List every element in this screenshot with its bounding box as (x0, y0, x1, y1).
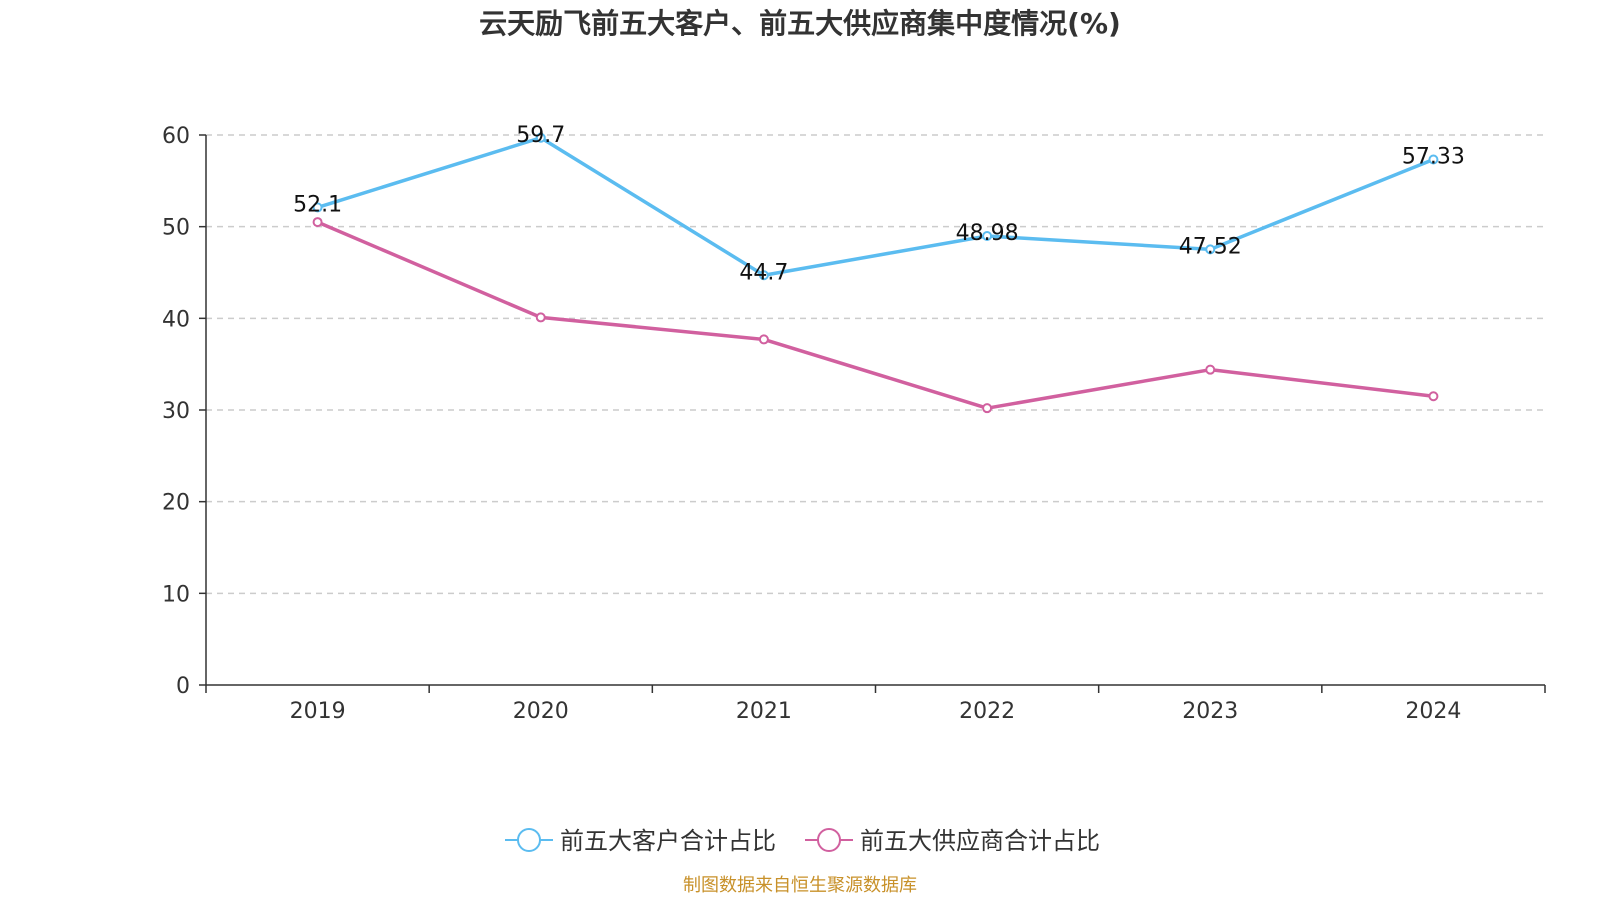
data-point[interactable] (535, 132, 546, 143)
legend-item[interactable]: 前五大供应商合计占比 (805, 827, 1100, 855)
data-point[interactable] (312, 202, 323, 213)
data-point[interactable] (312, 217, 323, 228)
x-tick-label: 2024 (1405, 699, 1461, 724)
y-tick-label: 50 (162, 216, 190, 241)
chart-title: 云天励飞前五大客户、前五大供应商集中度情况(%) (479, 7, 1121, 40)
data-point[interactable] (1428, 154, 1439, 165)
legend-marker (517, 828, 541, 852)
data-point[interactable] (1205, 244, 1216, 255)
x-tick-label: 2022 (959, 699, 1015, 724)
data-point[interactable] (758, 270, 769, 281)
legend-label: 前五大客户合计占比 (560, 827, 776, 855)
data-point[interactable] (982, 231, 993, 242)
x-tick-label: 2023 (1182, 699, 1238, 724)
data-point[interactable] (535, 312, 546, 323)
data-label: 48.98 (956, 221, 1019, 246)
data-point[interactable] (1205, 364, 1216, 375)
x-tick-label: 2021 (736, 699, 792, 724)
x-tick-label: 2019 (290, 699, 346, 724)
y-tick-label: 0 (176, 674, 190, 699)
series-line (317, 136, 1435, 277)
y-tick-label: 30 (162, 399, 190, 424)
grid-lines (206, 134, 1545, 595)
x-tick-label: 2020 (513, 699, 569, 724)
series-group: 52.1 59.7 44.7 48.98 47.52 57.33 (293, 123, 1465, 414)
y-tick-label: 10 (162, 582, 190, 607)
data-label: 52.1 (293, 192, 342, 217)
y-axis-ticks: 0 10 20 30 40 50 60 (162, 124, 206, 699)
x-axis-ticks: 2019 2020 2021 2022 2023 2024 (205, 685, 1546, 724)
data-point[interactable] (982, 403, 993, 414)
data-label: 59.7 (516, 123, 565, 148)
data-label: 44.7 (739, 260, 788, 285)
y-tick-label: 20 (162, 491, 190, 516)
legend[interactable]: 前五大客户合计占比 前五大供应商合计占比 (505, 827, 1100, 855)
legend-item[interactable]: 前五大客户合计占比 (505, 827, 776, 855)
legend-marker (817, 828, 841, 852)
data-label: 47.52 (1179, 234, 1242, 259)
legend-label: 前五大供应商合计占比 (860, 827, 1100, 855)
data-point[interactable] (758, 334, 769, 345)
data-label: 57.33 (1402, 144, 1465, 169)
data-point[interactable] (1428, 391, 1439, 402)
source-note: 制图数据来自恒生聚源数据库 (683, 875, 917, 896)
series-line (316, 220, 1434, 410)
y-tick-label: 40 (162, 307, 190, 332)
y-tick-label: 60 (162, 124, 190, 149)
